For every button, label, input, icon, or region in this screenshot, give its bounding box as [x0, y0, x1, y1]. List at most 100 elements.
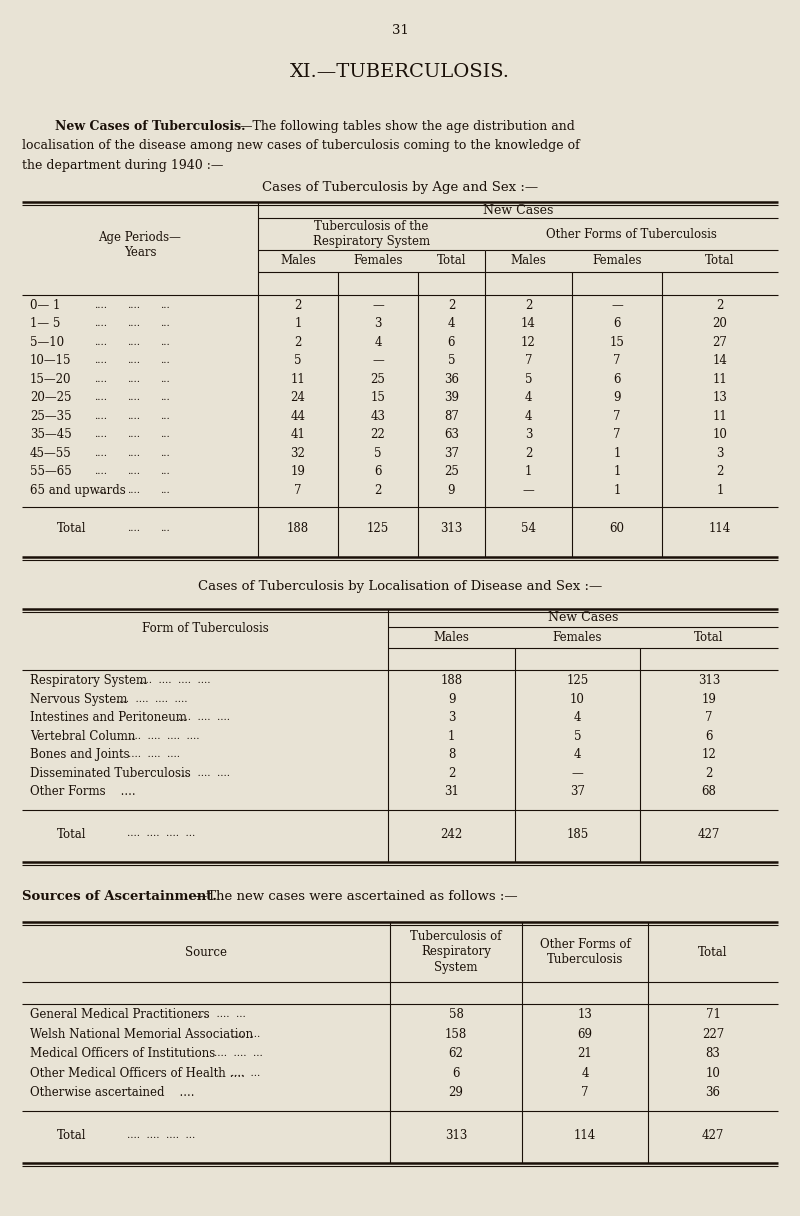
Text: 83: 83 [706, 1047, 721, 1060]
Text: 5—10: 5—10 [30, 336, 64, 349]
Text: New Cases: New Cases [548, 610, 618, 624]
Text: 3: 3 [525, 428, 532, 441]
Text: 15—20: 15—20 [30, 372, 71, 385]
Text: —: — [572, 766, 583, 779]
Text: ....: .... [94, 430, 107, 439]
Text: 8: 8 [448, 748, 455, 761]
Text: 7: 7 [614, 354, 621, 367]
Text: 4: 4 [448, 317, 455, 331]
Text: Females: Females [354, 254, 402, 268]
Text: 158: 158 [445, 1028, 467, 1041]
Text: 63: 63 [444, 428, 459, 441]
Text: 20—25: 20—25 [30, 392, 71, 404]
Text: 22: 22 [370, 428, 386, 441]
Text: Total: Total [57, 1128, 86, 1142]
Text: ....: .... [94, 338, 107, 347]
Text: Tuberculosis of
Respiratory
System: Tuberculosis of Respiratory System [410, 930, 502, 974]
Text: Respiratory System: Respiratory System [30, 674, 147, 687]
Text: 6: 6 [614, 317, 621, 331]
Text: 7: 7 [614, 410, 621, 423]
Text: 2: 2 [448, 299, 455, 311]
Text: 27: 27 [713, 336, 727, 349]
Text: ...: ... [160, 319, 170, 328]
Text: 7: 7 [706, 711, 713, 725]
Text: New Cases of Tuberculosis.: New Cases of Tuberculosis. [55, 120, 246, 133]
Text: 4: 4 [374, 336, 382, 349]
Text: 25: 25 [444, 466, 459, 478]
Text: 15: 15 [370, 392, 386, 404]
Text: ...: ... [160, 338, 170, 347]
Text: 62: 62 [449, 1047, 463, 1060]
Text: 227: 227 [702, 1028, 724, 1041]
Text: 39: 39 [444, 392, 459, 404]
Text: 2: 2 [716, 466, 724, 478]
Text: 10: 10 [570, 693, 585, 705]
Text: 35—45: 35—45 [30, 428, 72, 441]
Text: New Cases: New Cases [483, 203, 553, 216]
Text: 31: 31 [444, 786, 459, 798]
Text: 29: 29 [449, 1086, 463, 1099]
Text: ....: .... [94, 412, 107, 421]
Text: 2: 2 [294, 299, 302, 311]
Text: 188: 188 [287, 522, 309, 535]
Text: ....  ....  ....: .... .... .... [128, 750, 180, 759]
Text: 125: 125 [367, 522, 389, 535]
Text: ....: .... [94, 319, 107, 328]
Text: 114: 114 [574, 1128, 596, 1142]
Text: 11: 11 [713, 410, 727, 423]
Text: 2: 2 [706, 766, 713, 779]
Text: 4: 4 [525, 392, 532, 404]
Text: Other Forms    ....: Other Forms .... [30, 786, 136, 798]
Text: Cases of Tuberculosis by Age and Sex :—: Cases of Tuberculosis by Age and Sex :— [262, 181, 538, 195]
Text: 7: 7 [614, 428, 621, 441]
Text: 1: 1 [294, 317, 302, 331]
Text: ...: ... [160, 375, 170, 384]
Text: 2: 2 [448, 766, 455, 779]
Text: 5: 5 [294, 354, 302, 367]
Text: 60: 60 [610, 522, 625, 535]
Text: ....: .... [94, 467, 107, 477]
Text: 2: 2 [374, 484, 382, 496]
Text: 12: 12 [521, 336, 536, 349]
Text: ....: .... [127, 338, 140, 347]
Text: ...: ... [160, 356, 170, 365]
Text: 65 and upwards: 65 and upwards [30, 484, 126, 496]
Text: 5: 5 [525, 372, 532, 385]
Text: 71: 71 [706, 1008, 721, 1021]
Text: 69: 69 [578, 1028, 593, 1041]
Text: 87: 87 [444, 410, 459, 423]
Text: General Medical Practitioners: General Medical Practitioners [30, 1008, 210, 1021]
Text: Form of Tuberculosis: Form of Tuberculosis [142, 623, 268, 635]
Text: ...: ... [160, 524, 170, 533]
Text: 242: 242 [440, 828, 462, 840]
Text: 58: 58 [449, 1008, 463, 1021]
Text: ...: ... [160, 430, 170, 439]
Text: Vertebral Column: Vertebral Column [30, 730, 135, 743]
Text: 43: 43 [370, 410, 386, 423]
Text: 313: 313 [440, 522, 462, 535]
Text: 9: 9 [614, 392, 621, 404]
Text: Tuberculosis of the
Respiratory System: Tuberculosis of the Respiratory System [313, 220, 430, 248]
Text: 1: 1 [614, 446, 621, 460]
Text: ...: ... [160, 412, 170, 421]
Text: 6: 6 [374, 466, 382, 478]
Text: ....: .... [127, 449, 140, 457]
Text: ....: .... [94, 485, 107, 495]
Text: 11: 11 [290, 372, 306, 385]
Text: 9: 9 [448, 484, 455, 496]
Text: ....: .... [127, 467, 140, 477]
Text: ....: .... [127, 393, 140, 402]
Text: 44: 44 [290, 410, 306, 423]
Text: Age Periods—
Years: Age Periods— Years [98, 231, 182, 259]
Text: 4: 4 [574, 748, 582, 761]
Text: —: — [522, 484, 534, 496]
Text: ....  ....  ....  ....: .... .... .... .... [117, 694, 188, 704]
Text: ...: ... [160, 449, 170, 457]
Text: ....  ....  ....  ...: .... .... .... ... [127, 1131, 195, 1139]
Text: 3: 3 [374, 317, 382, 331]
Text: ....  ....  ...: .... .... ... [198, 1010, 246, 1019]
Text: ....  ....  ....: .... .... .... [178, 769, 230, 778]
Text: 20: 20 [713, 317, 727, 331]
Text: ...: ... [160, 467, 170, 477]
Text: 25—35: 25—35 [30, 410, 72, 423]
